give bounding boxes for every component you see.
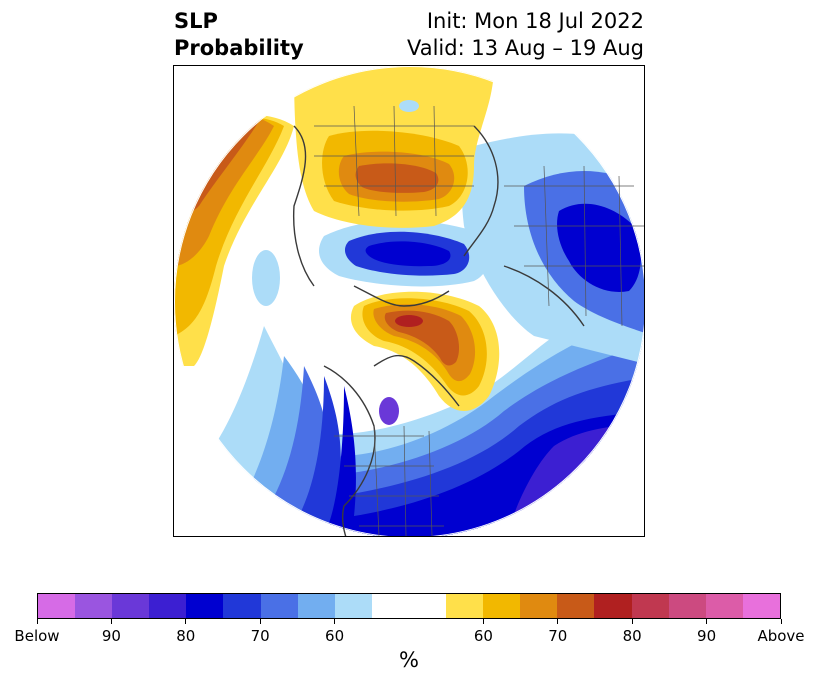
colorbar-segment — [38, 594, 76, 618]
probability-field — [174, 66, 644, 536]
colorbar-tick — [185, 619, 187, 624]
colorbar-segment — [334, 594, 372, 618]
colorbar-segment — [75, 594, 113, 618]
colorbar-segment — [371, 594, 409, 618]
colorbar-tick-label: 70 — [250, 627, 270, 645]
colorbar-segment — [631, 594, 669, 618]
title-line-probability: Probability — [174, 36, 304, 60]
map-panel — [173, 65, 645, 537]
colorbar-tick-label: 80 — [176, 627, 196, 645]
colorbar-tick-label: 90 — [101, 627, 121, 645]
below-core-small — [379, 397, 399, 425]
colorbar-tick — [631, 619, 633, 624]
north-below-blob — [399, 100, 419, 112]
colorbar-tick-label: Below — [14, 627, 60, 645]
date-info: Init: Mon 18 Jul 2022 Valid: 13 Aug – 19… — [407, 8, 644, 62]
colorbar-tick — [706, 619, 708, 624]
init-date: Init: Mon 18 Jul 2022 — [426, 9, 644, 33]
colorbar-segment — [557, 594, 595, 618]
colorbar-segment — [520, 594, 558, 618]
colorbar-segment — [742, 594, 780, 618]
colorbar — [37, 593, 781, 619]
colorbar-tick — [482, 619, 484, 624]
colorbar-segment — [594, 594, 632, 618]
colorbar-tick-label: 80 — [622, 627, 642, 645]
colorbar-tick-label: 70 — [548, 627, 568, 645]
colorbar-ticks — [36, 619, 782, 625]
colorbar-tick-label: 60 — [473, 627, 493, 645]
north-above-75 — [355, 163, 439, 193]
colorbar-tick — [557, 619, 559, 624]
west-pacific-below — [252, 250, 280, 306]
colorbar-segment — [668, 594, 706, 618]
colorbar-segment — [112, 594, 150, 618]
colorbar-segment — [186, 594, 224, 618]
colorbar-segment — [446, 594, 484, 618]
colorbar-segment — [705, 594, 743, 618]
colorbar-tick — [334, 619, 336, 624]
polar-probability-map — [174, 66, 644, 536]
colorbar-tick — [110, 619, 112, 624]
map-title: SLP Probability — [174, 8, 304, 62]
colorbar-tick-label: 90 — [697, 627, 717, 645]
colorbar-tick-label: 60 — [325, 627, 345, 645]
colorbar-tick — [36, 619, 38, 624]
colorbar-segment — [483, 594, 521, 618]
valid-range: Valid: 13 Aug – 19 Aug — [406, 36, 644, 60]
center-above-80 — [395, 315, 423, 327]
colorbar-tick — [259, 619, 261, 624]
map-disc-outline — [174, 66, 644, 536]
colorbar-segment — [297, 594, 335, 618]
colorbar-segment — [408, 594, 447, 618]
colorbar-tick-label: Above — [757, 627, 805, 645]
political-borders — [314, 105, 644, 536]
colorbar-tick — [780, 619, 782, 624]
colorbar-segment — [223, 594, 261, 618]
title-line-slp: SLP — [174, 9, 218, 33]
colorbar-unit: % — [399, 648, 419, 672]
colorbar-segment — [149, 594, 187, 618]
colorbar-segment — [260, 594, 298, 618]
coastlines — [292, 125, 585, 536]
central-below-85 — [365, 241, 451, 267]
